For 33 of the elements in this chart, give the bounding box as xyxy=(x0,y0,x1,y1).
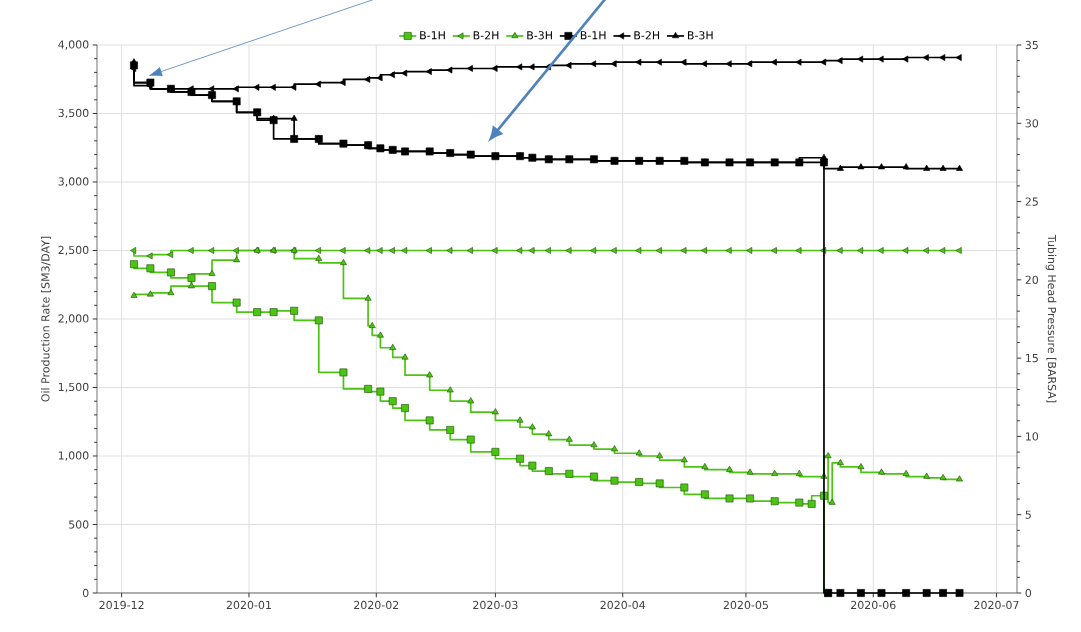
x-tick-label: 2020-01 xyxy=(226,600,271,610)
y2-tick-label: 5 xyxy=(1025,510,1031,519)
y-tick-label: 4,000 xyxy=(58,40,89,50)
x-tick-label: 2020-05 xyxy=(723,600,768,610)
y-tick-label: 0 xyxy=(82,588,89,598)
x-tick-label: 2019-12 xyxy=(99,600,144,610)
y-tick-label: 3,500 xyxy=(58,108,89,119)
legend-label: B-1H xyxy=(420,31,445,40)
x-tick-label: 2020-07 xyxy=(974,600,1019,610)
y-tick-label: 2,000 xyxy=(58,314,89,324)
x-tick-label: 2020-04 xyxy=(600,600,646,610)
y2-axis-title: Tubing Head Pressure [BARSA] xyxy=(1045,234,1057,403)
y2-tick-label: 25 xyxy=(1025,197,1038,206)
y-tick-label: 500 xyxy=(69,520,89,529)
legend-label: B-3H xyxy=(527,31,552,40)
legend-label: B-3H xyxy=(687,31,713,40)
x-tick-label: 2020-02 xyxy=(354,600,399,610)
x-tick-label: 2020-06 xyxy=(851,600,896,610)
y-axis-title: Oil Production Rate [SM3/DAY] xyxy=(41,236,51,402)
y2-tick-label: 20 xyxy=(1025,275,1039,285)
y2-tick-label: 15 xyxy=(1026,354,1038,363)
y-tick-label: 3,000 xyxy=(58,177,89,187)
legend-label: B-2H xyxy=(634,31,660,40)
y-tick-label: 1,000 xyxy=(58,451,89,461)
y2-tick-label: 30 xyxy=(1025,119,1039,128)
legend-label: B-1H xyxy=(580,31,606,40)
legend-label: B-2H xyxy=(473,31,499,40)
x-tick-label: 2020-03 xyxy=(473,600,518,610)
y2-tick-label: 10 xyxy=(1026,432,1039,441)
y-tick-label: 1,500 xyxy=(58,382,89,393)
y2-tick-label: 35 xyxy=(1025,40,1038,50)
y-tick-label: 2,500 xyxy=(58,245,89,256)
y2-tick-label: 0 xyxy=(1025,588,1032,598)
